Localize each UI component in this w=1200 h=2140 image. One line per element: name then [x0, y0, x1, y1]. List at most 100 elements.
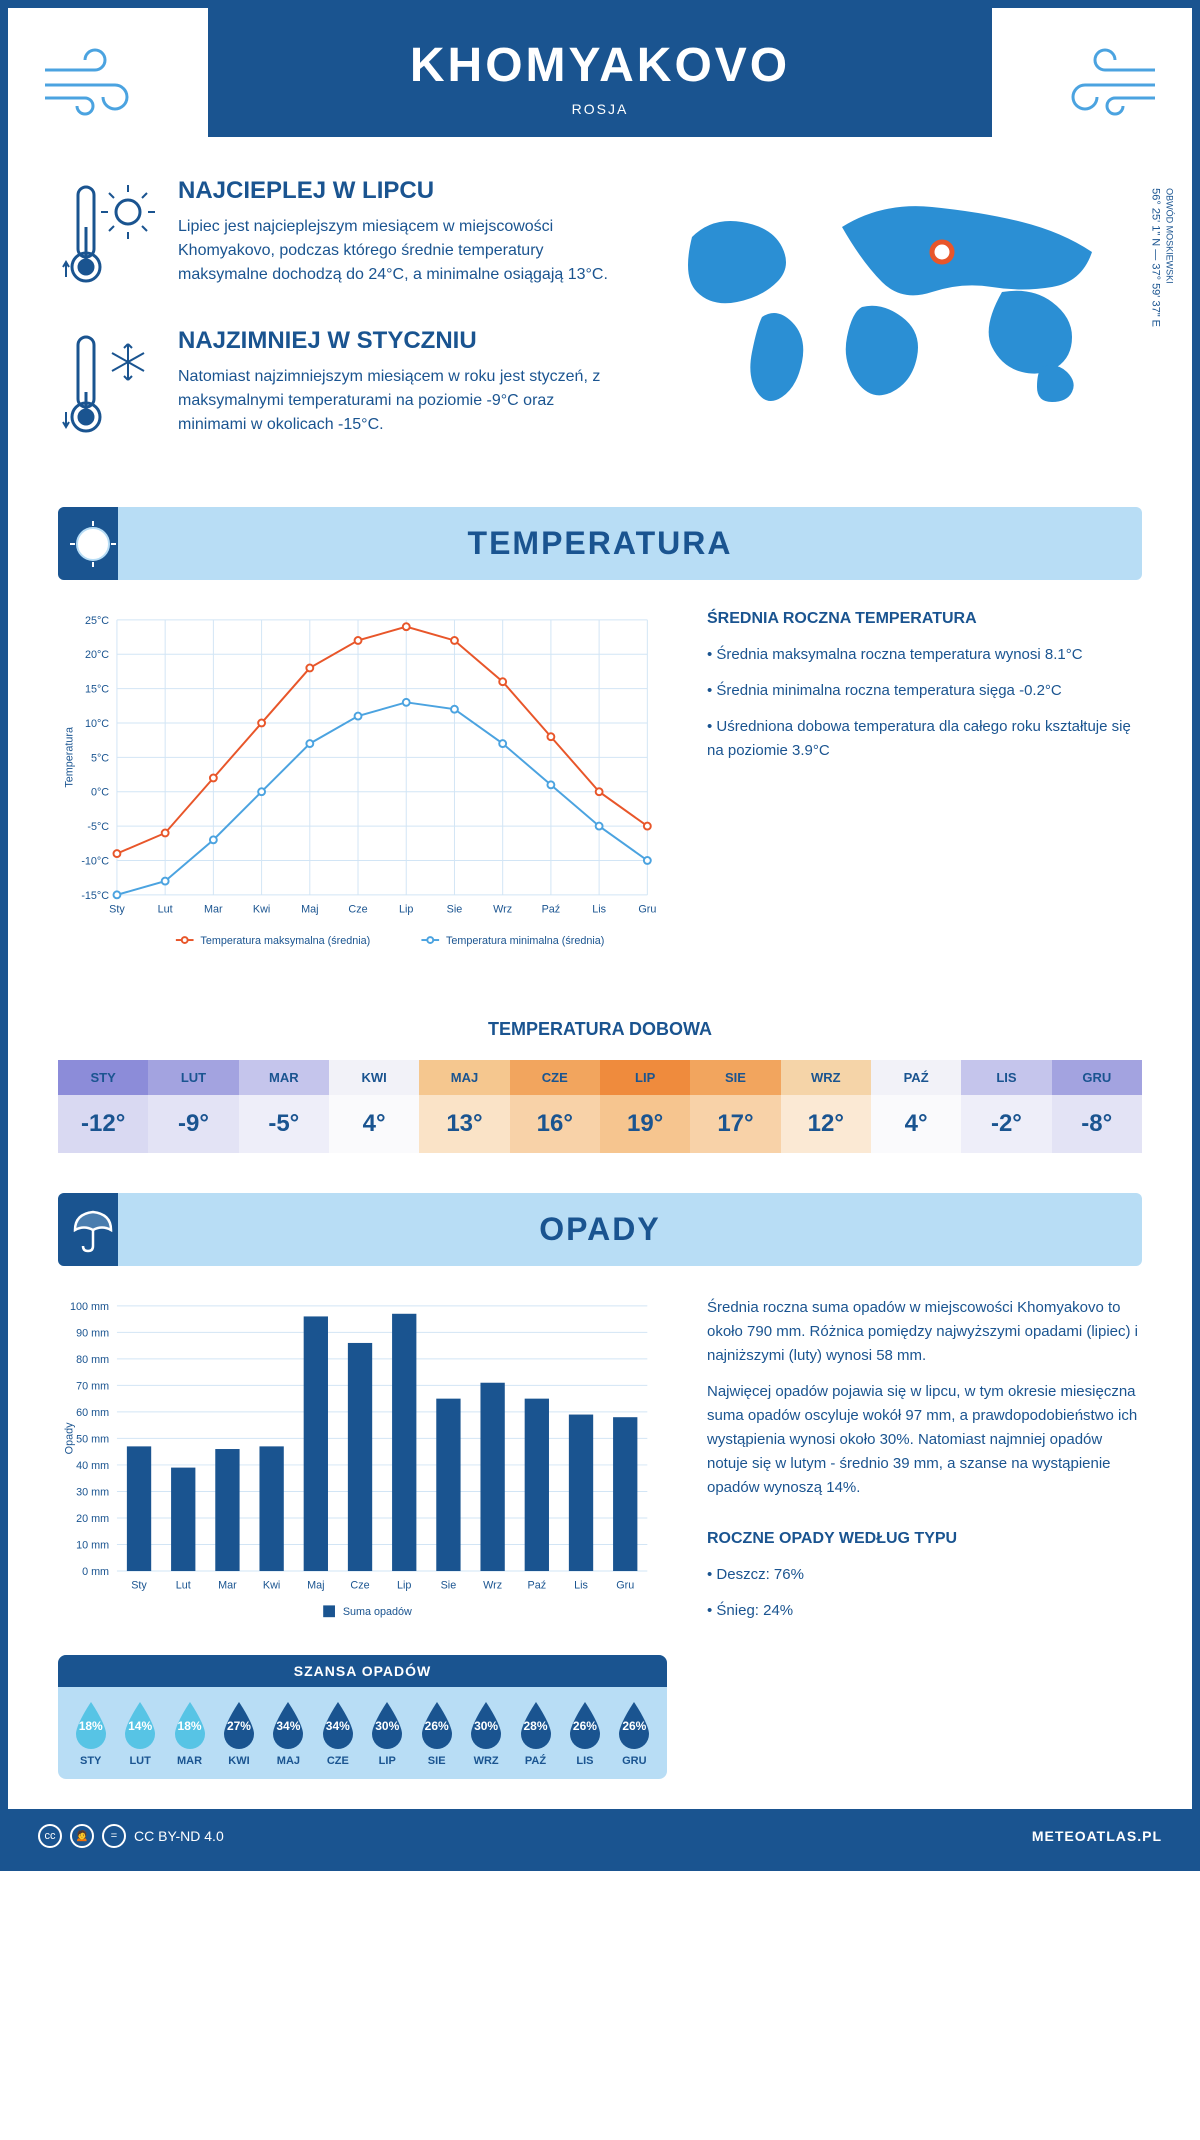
chance-drop: 27%KWI [214, 1699, 263, 1767]
svg-text:5°C: 5°C [91, 752, 109, 764]
umbrella-icon [68, 1204, 118, 1254]
svg-text:Kwi: Kwi [253, 904, 270, 916]
temp-cell: MAJ13° [419, 1060, 509, 1153]
svg-text:Mar: Mar [204, 904, 223, 916]
chance-drop: 28%PAŹ [511, 1699, 560, 1767]
temp-cell: WRZ12° [781, 1060, 871, 1153]
svg-text:Lis: Lis [592, 904, 606, 916]
svg-text:20 mm: 20 mm [76, 1513, 109, 1525]
temp-cell: GRU-8° [1052, 1060, 1142, 1153]
temperature-summary: ŚREDNIA ROCZNA TEMPERATURA • Średnia mak… [707, 610, 1142, 969]
chance-drop: 18%STY [66, 1699, 115, 1767]
svg-text:40 mm: 40 mm [76, 1459, 109, 1471]
chance-drop: 26%LIS [560, 1699, 609, 1767]
svg-text:Suma opadów: Suma opadów [343, 1606, 412, 1618]
svg-text:25°C: 25°C [85, 615, 109, 627]
license-text: CC BY-ND 4.0 [134, 1828, 224, 1844]
temp-cell: STY-12° [58, 1060, 148, 1153]
svg-text:Maj: Maj [307, 1579, 324, 1591]
svg-text:Sie: Sie [447, 904, 463, 916]
nd-icon: = [102, 1824, 126, 1848]
warmest-text: Lipiec jest najcieplejszym miesiącem w m… [178, 215, 622, 287]
svg-text:60 mm: 60 mm [76, 1406, 109, 1418]
svg-text:10°C: 10°C [85, 718, 109, 730]
svg-text:Mar: Mar [218, 1579, 237, 1591]
warmest-title: NAJCIEPLEJ W LIPCU [178, 177, 622, 205]
svg-text:Cze: Cze [348, 904, 367, 916]
daily-temp-title: TEMPERATURA DOBOWA [8, 1019, 1192, 1040]
precipitation-bar-chart: 0 mm 10 mm 20 mm 30 mm 40 mm 50 mm 60 mm 70 mm 8… [58, 1296, 667, 1635]
svg-text:Lut: Lut [176, 1579, 191, 1591]
world-map: OBWÓD MOSKIEWSKI 56° 25' 1" N — 37° 59' … [662, 177, 1142, 477]
svg-text:Paź: Paź [542, 904, 561, 916]
chance-drop: 30%LIP [363, 1699, 412, 1767]
svg-text:Lis: Lis [574, 1579, 588, 1591]
page: KHOMYAKOVO ROSJA NAJCIEPLEJ W LIPCU Lipi… [0, 0, 1200, 1871]
warmest-block: NAJCIEPLEJ W LIPCU Lipiec jest najcieple… [58, 177, 622, 297]
cc-icon: cc [38, 1824, 62, 1848]
chance-drop: 26%SIE [412, 1699, 461, 1767]
temp-cell: LIP19° [600, 1060, 690, 1153]
location-marker [932, 242, 952, 262]
chance-drop: 34%CZE [313, 1699, 362, 1767]
svg-text:-15°C: -15°C [81, 890, 109, 902]
map-icon [662, 177, 1142, 437]
temperature-header: TEMPERATURA [58, 507, 1142, 580]
coordinates: OBWÓD MOSKIEWSKI 56° 25' 1" N — 37° 59' … [1150, 188, 1175, 327]
temperature-line-chart: -15°C -10°C -5°C 0°C 5°C 10°C 15°C 20°C 25°C Sty L… [58, 610, 667, 969]
site-name: METEOATLAS.PL [1032, 1828, 1162, 1844]
footer: cc 🙍 = CC BY-ND 4.0 METEOATLAS.PL [8, 1809, 1192, 1863]
thermometer-snow-icon [58, 327, 158, 447]
daily-temp-table: STY-12°LUT-9°MAR-5°KWI4°MAJ13°CZE16°LIP1… [58, 1060, 1142, 1153]
header-banner: KHOMYAKOVO ROSJA [208, 8, 992, 137]
coldest-title: NAJZIMNIEJ W STYCZNIU [178, 327, 622, 355]
svg-text:20°C: 20°C [85, 649, 109, 661]
temp-cell: KWI4° [329, 1060, 419, 1153]
by-icon: 🙍 [70, 1824, 94, 1848]
sun-icon [68, 519, 118, 569]
svg-text:Cze: Cze [350, 1579, 369, 1591]
svg-text:Kwi: Kwi [263, 1579, 280, 1591]
location-title: KHOMYAKOVO [208, 38, 992, 93]
svg-text:Maj: Maj [301, 904, 318, 916]
svg-text:30 mm: 30 mm [76, 1486, 109, 1498]
precipitation-chance-block: SZANSA OPADÓW 18%STY14%LUT18%MAR27%KWI34… [58, 1655, 667, 1779]
wind-icon [40, 40, 160, 120]
wind-icon [1040, 40, 1160, 120]
svg-text:15°C: 15°C [85, 684, 109, 696]
chance-drop: 34%MAJ [264, 1699, 313, 1767]
svg-text:70 mm: 70 mm [76, 1380, 109, 1392]
svg-text:0°C: 0°C [91, 787, 109, 799]
svg-text:Temperatura: Temperatura [64, 727, 76, 788]
svg-text:Sty: Sty [131, 1579, 147, 1591]
svg-text:Lip: Lip [397, 1579, 411, 1591]
coldest-block: NAJZIMNIEJ W STYCZNIU Natomiast najzimni… [58, 327, 622, 447]
svg-text:80 mm: 80 mm [76, 1353, 109, 1365]
svg-text:Gru: Gru [616, 1579, 634, 1591]
chance-drop: 18%MAR [165, 1699, 214, 1767]
svg-text:Gru: Gru [638, 904, 656, 916]
svg-text:90 mm: 90 mm [76, 1327, 109, 1339]
svg-text:-10°C: -10°C [81, 855, 109, 867]
svg-text:Paź: Paź [528, 1579, 547, 1591]
svg-text:0 mm: 0 mm [82, 1566, 109, 1578]
temp-cell: MAR-5° [239, 1060, 329, 1153]
precipitation-summary: Średnia roczna suma opadów w miejscowośc… [707, 1296, 1142, 1779]
chance-drop: 14%LUT [115, 1699, 164, 1767]
chance-drop: 30%WRZ [461, 1699, 510, 1767]
svg-text:10 mm: 10 mm [76, 1539, 109, 1551]
temp-cell: LUT-9° [148, 1060, 238, 1153]
temp-cell: SIE17° [690, 1060, 780, 1153]
svg-text:Lip: Lip [399, 904, 413, 916]
svg-text:Temperatura maksymalna (średni: Temperatura maksymalna (średnia) [200, 935, 370, 947]
svg-text:Wrz: Wrz [493, 904, 512, 916]
svg-text:-5°C: -5°C [87, 821, 109, 833]
svg-text:Sie: Sie [441, 1579, 457, 1591]
svg-text:50 mm: 50 mm [76, 1433, 109, 1445]
precipitation-header: OPADY [58, 1193, 1142, 1266]
chance-drop: 26%GRU [610, 1699, 659, 1767]
temp-cell: CZE16° [510, 1060, 600, 1153]
temp-cell: PAŹ4° [871, 1060, 961, 1153]
svg-text:Sty: Sty [109, 904, 125, 916]
svg-text:Temperatura minimalna (średnia: Temperatura minimalna (średnia) [446, 935, 604, 947]
